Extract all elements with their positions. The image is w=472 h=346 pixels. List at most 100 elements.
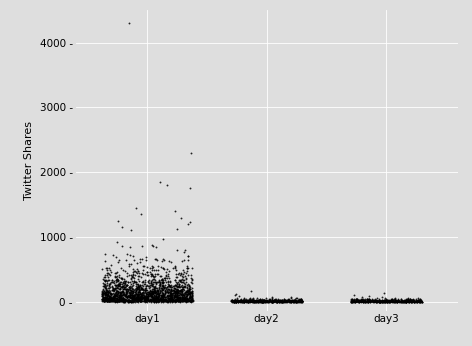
Point: [417, 298, 425, 304]
Point: [135, 285, 143, 291]
Point: [133, 292, 141, 297]
Point: [362, 299, 369, 304]
Point: [397, 299, 405, 304]
Point: [400, 298, 407, 304]
Point: [109, 279, 116, 284]
Point: [103, 270, 111, 275]
Point: [160, 293, 167, 299]
Point: [143, 264, 151, 270]
Point: [175, 295, 182, 301]
Point: [370, 299, 377, 304]
Point: [102, 290, 110, 295]
Point: [143, 296, 150, 301]
Point: [167, 259, 175, 264]
Point: [238, 299, 245, 304]
Point: [178, 297, 186, 303]
Point: [159, 298, 166, 303]
Point: [176, 295, 184, 301]
Point: [175, 285, 182, 290]
Point: [155, 295, 162, 301]
Point: [354, 298, 362, 303]
Point: [405, 299, 413, 304]
Point: [123, 273, 130, 279]
Point: [175, 292, 183, 298]
Point: [176, 296, 184, 302]
Point: [127, 228, 135, 233]
Point: [396, 299, 403, 304]
Point: [175, 290, 182, 295]
Point: [132, 291, 140, 297]
Point: [146, 292, 153, 298]
Point: [276, 299, 284, 304]
Point: [283, 298, 291, 304]
Point: [376, 299, 383, 304]
Point: [117, 292, 125, 297]
Point: [122, 291, 129, 297]
Point: [141, 294, 148, 300]
Point: [118, 295, 126, 300]
Point: [179, 279, 186, 284]
Point: [173, 291, 181, 297]
Point: [169, 283, 177, 288]
Point: [279, 299, 287, 304]
Point: [103, 288, 110, 294]
Point: [173, 274, 180, 280]
Point: [119, 296, 126, 302]
Point: [241, 298, 249, 304]
Point: [251, 299, 259, 304]
Point: [120, 297, 127, 302]
Point: [166, 291, 174, 297]
Point: [251, 297, 258, 303]
Point: [350, 298, 358, 304]
Point: [375, 297, 382, 302]
Point: [411, 299, 418, 304]
Point: [286, 298, 293, 303]
Point: [185, 290, 192, 295]
Point: [122, 289, 129, 295]
Point: [133, 294, 140, 300]
Point: [386, 299, 394, 304]
Point: [170, 294, 177, 300]
Point: [347, 299, 354, 304]
Point: [232, 298, 239, 304]
Point: [268, 298, 276, 303]
Point: [133, 260, 141, 266]
Point: [136, 256, 143, 262]
Point: [385, 299, 392, 304]
Point: [126, 289, 134, 294]
Point: [148, 290, 155, 296]
Point: [116, 290, 124, 296]
Point: [131, 297, 138, 302]
Point: [135, 285, 143, 290]
Point: [388, 299, 396, 304]
Point: [398, 298, 406, 303]
Point: [141, 297, 149, 302]
Point: [284, 298, 292, 304]
Point: [162, 294, 169, 300]
Point: [297, 298, 305, 303]
Point: [363, 296, 371, 302]
Point: [278, 299, 286, 304]
Point: [115, 292, 122, 298]
Point: [103, 297, 111, 302]
Point: [148, 263, 156, 269]
Point: [118, 297, 126, 302]
Point: [284, 296, 292, 302]
Point: [261, 297, 269, 302]
Point: [256, 297, 264, 303]
Point: [401, 299, 408, 304]
Point: [142, 285, 149, 291]
Point: [245, 299, 253, 304]
Point: [364, 297, 371, 302]
Point: [131, 272, 138, 278]
Point: [109, 298, 117, 303]
Point: [115, 294, 123, 300]
Point: [271, 298, 278, 303]
Point: [291, 298, 299, 304]
Point: [106, 294, 114, 299]
Point: [376, 298, 384, 304]
Point: [173, 298, 180, 304]
Point: [240, 299, 247, 304]
Point: [129, 293, 137, 298]
Point: [400, 299, 407, 304]
